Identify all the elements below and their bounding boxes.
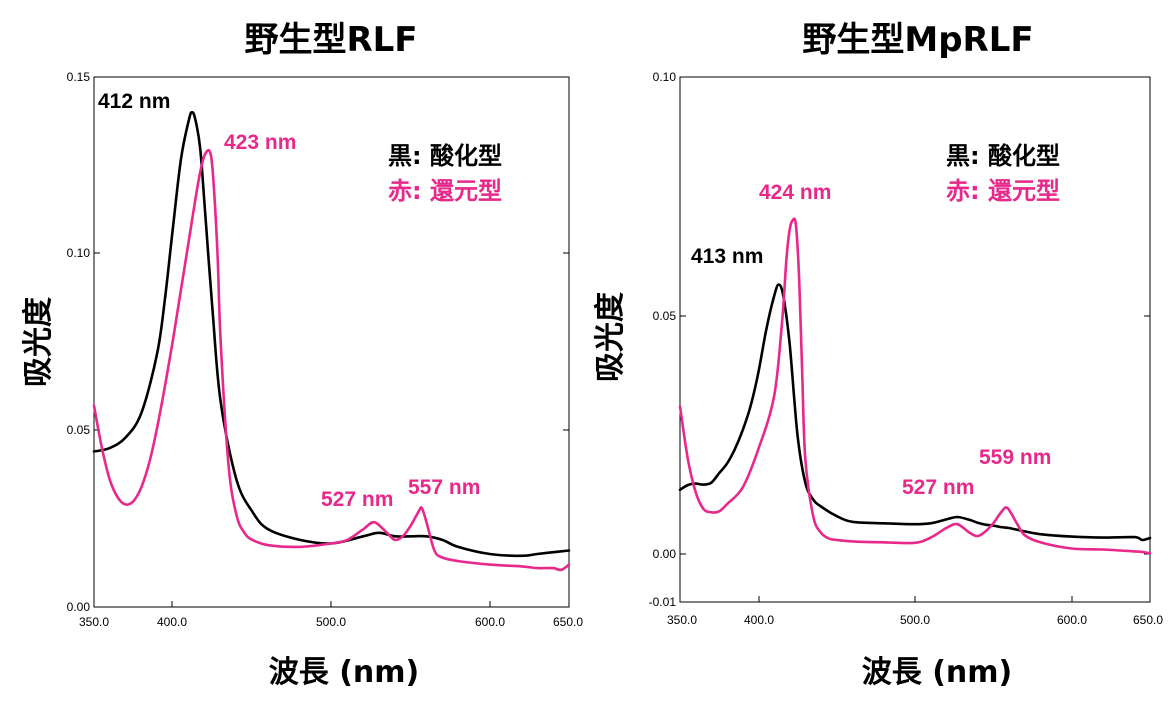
- peak-label-reduced: 424 nm: [759, 181, 831, 204]
- peak-label-reduced: 423 nm: [224, 131, 296, 154]
- legend-oxidized: 黒: 酸化型: [946, 142, 1060, 170]
- y-tick-labels: -0.01 0.00 0.05 0.10: [649, 70, 677, 609]
- x-tick-label: 650.0: [1133, 613, 1163, 627]
- series-line-reduced: [678, 217, 1152, 555]
- series-line-reduced: [92, 148, 571, 572]
- x-ticks: [758, 596, 1073, 602]
- y-tick-labels: 0.00 0.05 0.10 0.15: [67, 70, 91, 614]
- series-line-oxidized: [92, 110, 571, 558]
- peak-label-reduced: 557 nm: [408, 476, 480, 499]
- y-tick-label: 0.05: [653, 309, 677, 323]
- x-tick-label: 600.0: [475, 615, 505, 629]
- x-tick-label: 350.0: [667, 613, 697, 627]
- y-tick-label: 0.10: [67, 246, 91, 260]
- x-tick-label: 600.0: [1057, 613, 1087, 627]
- y-tick-label: 0.05: [67, 423, 91, 437]
- x-tick-label: 400.0: [157, 615, 187, 629]
- peak-label-reduced: 559 nm: [979, 446, 1051, 469]
- legend-oxidized: 黒: 酸化型: [388, 142, 502, 170]
- y-tick-label: 0.15: [67, 70, 91, 84]
- peak-label-reduced: 527 nm: [902, 476, 974, 499]
- legend-reduced: 赤: 還元型: [388, 177, 502, 205]
- x-axis-label: 波長 (nm): [269, 655, 419, 690]
- x-tick-label: 350.0: [79, 615, 109, 629]
- chart-panel-rlf: 野生型RLF 波長 (nm) 吸光度 0.00 0.05 0.10 0.15 3…: [21, 20, 583, 690]
- y-tick-label: 0.00: [653, 547, 677, 561]
- x-tick-labels: 350.0 400.0 500.0 600.0 650.0: [667, 613, 1163, 627]
- peak-label-oxidized: 412 nm: [98, 90, 170, 113]
- x-tick-label: 650.0: [553, 615, 583, 629]
- y-axis-label: 吸光度: [21, 297, 56, 387]
- y-tick-label: 0.00: [67, 600, 91, 614]
- x-ticks: [171, 601, 491, 607]
- series-line-oxidized: [678, 283, 1152, 542]
- x-axis-label: 波長 (nm): [862, 655, 1012, 690]
- chart-title: 野生型RLF: [244, 20, 417, 60]
- legend-reduced: 赤: 還元型: [946, 177, 1060, 205]
- chart-title: 野生型MpRLF: [802, 20, 1033, 60]
- peak-label-oxidized: 413 nm: [691, 245, 763, 268]
- x-tick-labels: 350.0 400.0 500.0 600.0 650.0: [79, 615, 583, 629]
- chart-panel-mprlf: 野生型MpRLF 波長 (nm) 吸光度 -0.01 0.00 0.05 0.1…: [593, 20, 1163, 690]
- x-tick-label: 500.0: [900, 613, 930, 627]
- peak-label-reduced: 527 nm: [321, 488, 393, 511]
- y-tick-label: -0.01: [649, 595, 677, 609]
- y-axis-label: 吸光度: [593, 292, 628, 382]
- x-tick-label: 500.0: [316, 615, 346, 629]
- x-tick-label: 400.0: [744, 613, 774, 627]
- y-tick-label: 0.10: [653, 70, 677, 84]
